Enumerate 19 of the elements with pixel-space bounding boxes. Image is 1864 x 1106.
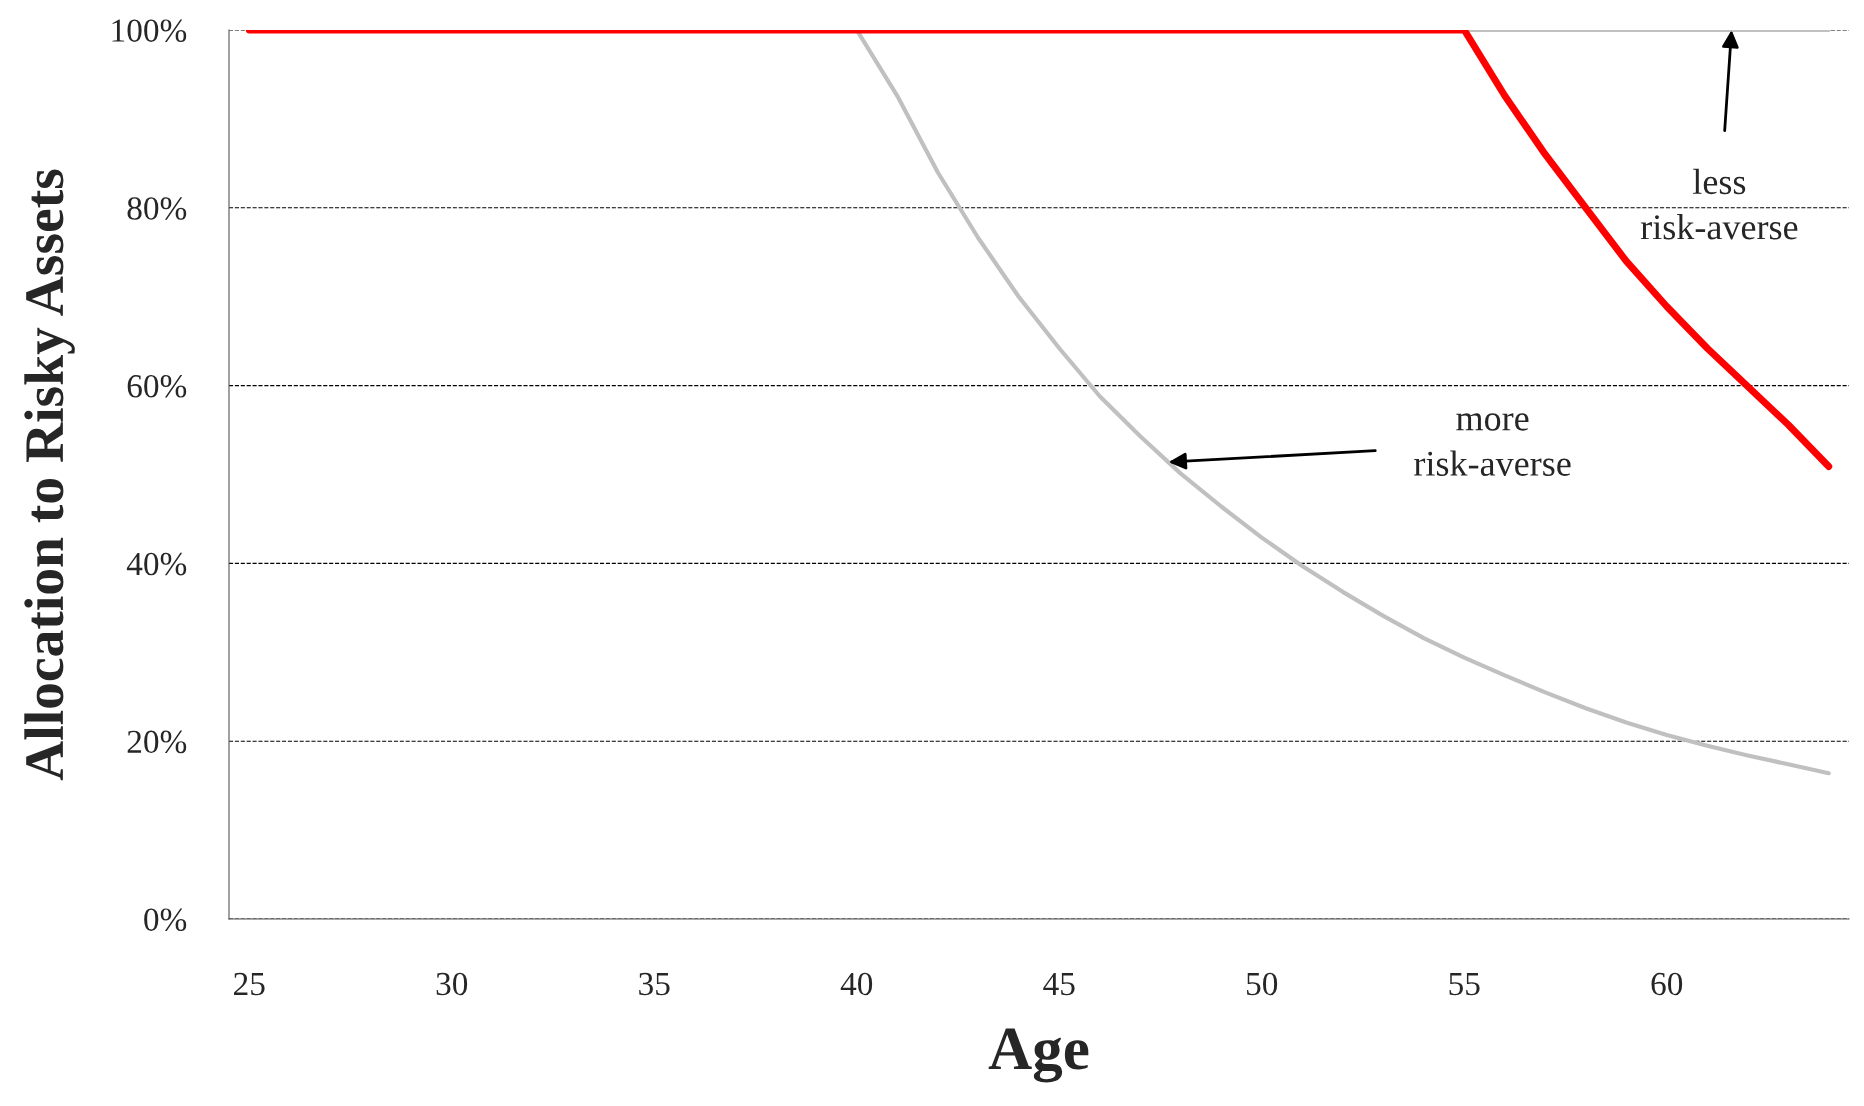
x-tick-label: 35 <box>639 972 670 996</box>
line-series <box>854 30 1831 776</box>
x-tick-label: 25 <box>234 972 265 996</box>
y-tick-label: 80% <box>127 197 187 220</box>
y-tick-label: 100% <box>112 19 187 42</box>
x-tick-label: 55 <box>1449 973 1480 996</box>
x-tick-label: 60 <box>1651 972 1683 996</box>
y-tick-label: 20% <box>127 730 187 754</box>
y-axis-title: Allocation to Risky Assets <box>24 169 75 781</box>
x-tick-label: 45 <box>1043 972 1075 996</box>
annotation: less risk-averse <box>1640 168 1798 240</box>
y-tick-label: 0% <box>144 908 187 931</box>
x-axis-title: Age <box>988 1028 1089 1083</box>
y-tick-label: 60% <box>127 375 187 398</box>
annotation: more risk-averse <box>1414 413 1571 476</box>
y-tick-label: 40% <box>126 552 187 576</box>
x-tick-label: 40 <box>840 972 873 996</box>
x-tick-label: 50 <box>1247 972 1278 996</box>
x-tick-label: 30 <box>436 972 468 996</box>
